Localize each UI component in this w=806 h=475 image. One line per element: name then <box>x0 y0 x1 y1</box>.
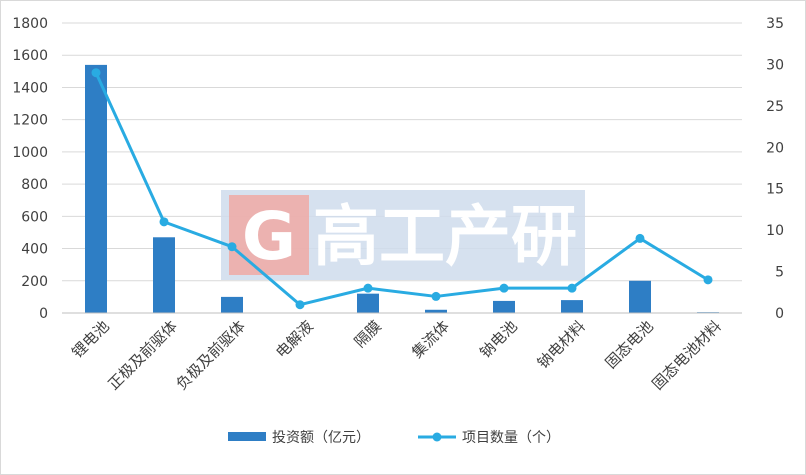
line-point <box>159 217 169 227</box>
right-axis-tick-label: 0 <box>775 306 784 322</box>
right-axis-tick-label: 15 <box>766 182 784 198</box>
legend-line-label: 项目数量（个） <box>462 430 560 446</box>
right-axis-tick-label: 25 <box>766 99 784 115</box>
bar <box>357 293 379 313</box>
left-axis-tick-label: 800 <box>21 177 48 193</box>
left-axis-tick-label: 200 <box>21 274 48 290</box>
watermark-text: 高工产研 <box>313 198 577 275</box>
line-point <box>635 233 645 243</box>
legend-bar-swatch <box>228 432 266 441</box>
left-axis-tick-label: 1000 <box>12 145 48 161</box>
left-axis-tick-label: 1600 <box>12 48 48 64</box>
left-axis-tick-label: 1400 <box>12 80 48 96</box>
bar <box>153 237 175 313</box>
line-series <box>91 68 713 310</box>
right-axis-tick-label: 35 <box>766 16 784 32</box>
line-point <box>703 275 713 285</box>
bar <box>425 309 447 313</box>
left-axis-tick-label: 400 <box>21 242 48 258</box>
line-point <box>91 68 101 78</box>
bar <box>561 300 583 313</box>
line-point <box>499 283 509 293</box>
line-point <box>227 242 237 252</box>
legend-bar-label: 投资额（亿元） <box>272 430 370 446</box>
watermark-logo-icon <box>229 195 309 275</box>
line-point <box>363 283 373 293</box>
legend: 投资额（亿元） 项目数量（个） <box>228 430 560 446</box>
right-axis-tick-label: 5 <box>775 265 784 281</box>
right-axis-tick-label: 30 <box>766 57 784 73</box>
line-point <box>567 283 577 293</box>
left-axis-tick-label: 1200 <box>12 113 48 129</box>
bar <box>85 64 107 313</box>
bar <box>629 280 651 313</box>
gridlines <box>62 22 742 282</box>
legend-line-marker <box>432 432 442 442</box>
bar-series <box>85 64 719 313</box>
watermark: G 高工产研 <box>221 190 585 280</box>
series-line <box>94 72 709 307</box>
right-axis-tick-label: 10 <box>766 223 784 239</box>
left-axis-tick-label: 600 <box>21 209 48 225</box>
bar <box>221 296 243 313</box>
line-point <box>431 291 441 301</box>
right-axis-tick-label: 20 <box>766 140 784 156</box>
left-axis-ticks: 0 200 400 600 800 1000 1200 1400 1600 1800 <box>12 16 48 322</box>
left-axis-tick-label: 1800 <box>12 16 48 32</box>
left-axis-tick-label: 0 <box>39 306 48 322</box>
right-axis-ticks: 0 5 10 15 20 25 30 35 <box>766 16 784 322</box>
bar <box>493 300 515 313</box>
line-point <box>295 300 305 310</box>
